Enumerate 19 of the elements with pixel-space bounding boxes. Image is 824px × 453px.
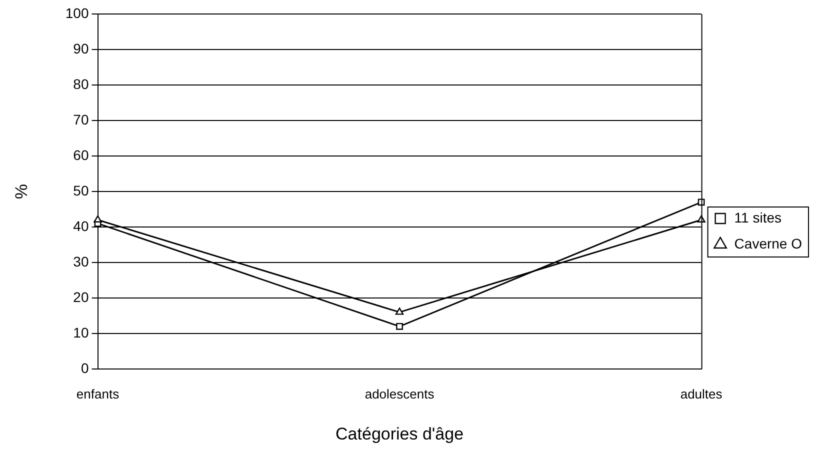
x-tick-label: enfants: [76, 386, 120, 402]
y-tick-label: 20: [73, 288, 89, 305]
y-tick-label: 70: [73, 111, 89, 128]
y-tick-label: 60: [73, 146, 89, 163]
y-tick-label: 40: [73, 218, 89, 234]
x-tick-label: adultes: [680, 386, 723, 402]
legend-label: Caverne O: [734, 235, 802, 252]
y-tick-label: 10: [73, 324, 89, 340]
y-tick-label: 90: [73, 40, 89, 56]
y-tick-label: 30: [73, 253, 89, 270]
y-tick-label: 0: [80, 360, 89, 376]
point: [396, 322, 403, 330]
y-tick-label: 100: [65, 4, 89, 21]
legend-label: 11 sites: [734, 209, 782, 226]
x-axis-title: Catégories d'âge: [336, 424, 464, 444]
y-tick-label: 80: [73, 76, 89, 92]
y-tick-label: 50: [73, 182, 89, 198]
x-tick-label: adolescents: [364, 386, 435, 402]
y-axis-title: %: [12, 184, 31, 200]
